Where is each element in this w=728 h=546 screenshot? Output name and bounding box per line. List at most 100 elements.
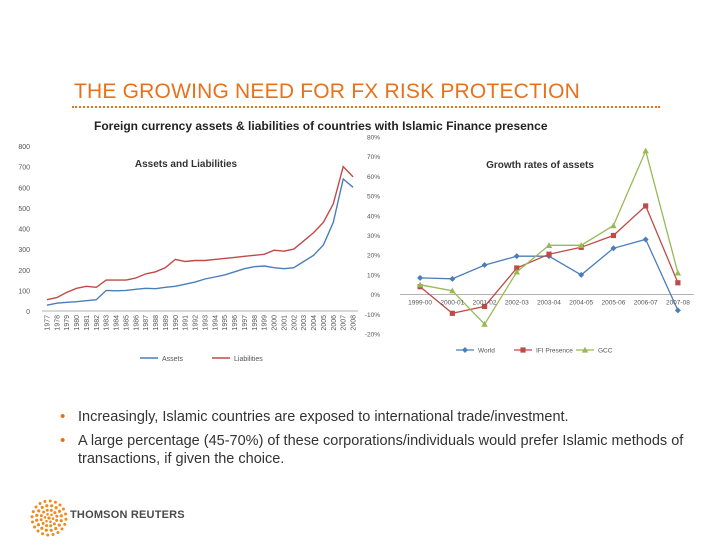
logo-dot: [30, 515, 34, 519]
y-tick-label: 30%: [367, 233, 380, 240]
y-tick-label: -10%: [365, 312, 380, 319]
left-chart-title: Assets and Liabilities: [135, 159, 238, 170]
logo-dot: [45, 508, 49, 512]
data-point: [642, 236, 649, 243]
y-tick-label: 80%: [367, 135, 380, 142]
data-point: [674, 269, 682, 276]
logo-dot: [48, 499, 52, 503]
logo-dot: [59, 514, 63, 518]
x-tick-label: 2007: [341, 315, 348, 331]
x-tick-label: 1983: [104, 315, 111, 331]
logo-dot: [63, 522, 67, 526]
y-tick-label: 400: [18, 227, 30, 234]
data-point: [642, 147, 649, 154]
x-tick-label: 2005: [321, 315, 328, 331]
x-tick-label: 2007-08: [666, 300, 690, 307]
bullet-item: • Increasingly, Islamic countries are ex…: [58, 408, 698, 426]
logo-dot: [51, 517, 55, 520]
right-x-axis: 1999-00 2000-01 2001-02 2002-03 2003-04 2004-…: [408, 300, 690, 307]
x-tick-label: 2000-01: [440, 300, 464, 307]
logo-dot: [60, 527, 64, 531]
logo-dot: [38, 502, 42, 506]
x-tick-label: 1997: [242, 315, 249, 331]
data-point: [643, 203, 649, 209]
logo-dot: [44, 528, 48, 532]
x-tick-label: 1982: [94, 315, 101, 331]
x-tick-label: 1991: [183, 315, 190, 331]
right-legend: World IFI Presence GCC: [456, 346, 613, 355]
x-tick-label: 1985: [123, 315, 130, 331]
x-tick-label: 1981: [84, 315, 91, 331]
y-tick-label: 800: [18, 144, 30, 151]
legend-label: Assets: [162, 356, 184, 363]
data-point: [546, 251, 552, 257]
x-tick-label: 2008: [351, 315, 358, 331]
logo-dot: [54, 506, 58, 510]
logo-dot: [45, 504, 49, 508]
legend-marker: [520, 347, 526, 353]
x-tick-label: 2001-02: [473, 300, 497, 307]
data-point: [513, 268, 520, 275]
legend-marker: [581, 346, 589, 353]
logo-dot: [39, 514, 43, 518]
data-point: [610, 232, 617, 239]
slide-title: THE GROWING NEED FOR FX RISK PROTECTION: [74, 80, 580, 103]
logo-dot: [64, 517, 68, 521]
logo-dot: [59, 519, 63, 523]
x-tick-label: 1996: [232, 315, 239, 331]
logo-text: THOMSON REUTERS: [70, 509, 185, 521]
legend-label: GCC: [598, 348, 613, 355]
data-point: [578, 242, 585, 248]
logo-dot: [34, 505, 38, 509]
x-tick-label: 1990: [173, 315, 180, 331]
logo-dot: [54, 526, 58, 531]
logo-dot: [45, 524, 49, 528]
logo-dot: [53, 511, 57, 515]
bullet-list: • Increasingly, Islamic countries are ex…: [58, 408, 698, 474]
y-tick-label: 50%: [367, 194, 380, 201]
assets-liabilities-chart: Assets and Liabilities 0 100 200 300 400 500 6…: [18, 144, 358, 363]
x-tick-label: 2004: [311, 315, 318, 331]
logo-dot: [56, 530, 60, 534]
data-point: [610, 222, 617, 229]
data-point: [449, 310, 455, 316]
logo-dot: [49, 520, 52, 524]
right-y-axis: -20% -10% 0% 10% 20% 30% 40% 50% 60% 70% 80%: [365, 135, 380, 339]
right-series-group: [416, 147, 682, 327]
data-point: [481, 320, 488, 327]
logo-dot: [33, 525, 37, 529]
bullet-marker: •: [60, 408, 66, 425]
logo-dot: [61, 507, 65, 511]
x-tick-label: 2000: [272, 315, 279, 331]
growth-rates-chart: Growth rates of assets -20% -10% 0% 10% 20% 3…: [365, 135, 694, 355]
y-tick-label: 60%: [367, 174, 380, 181]
x-tick-label: 2002-03: [505, 300, 529, 307]
data-point: [513, 253, 520, 260]
y-tick-label: 700: [18, 165, 30, 172]
y-tick-label: 10%: [367, 272, 380, 279]
logo-dot: [49, 528, 53, 532]
data-point: [449, 275, 456, 282]
x-tick-label: 2004-05: [569, 300, 593, 307]
y-tick-label: 600: [18, 185, 30, 192]
logo-dot: [51, 533, 55, 537]
x-tick-label: 2001: [281, 315, 288, 331]
logo-dot: [43, 499, 47, 503]
y-tick-label: 40%: [367, 213, 380, 220]
legend-label: World: [478, 348, 495, 355]
y-tick-label: -20%: [365, 332, 380, 339]
x-tick-label: 2006-07: [634, 300, 658, 307]
logo-dot: [52, 522, 56, 526]
x-tick-label: 1994: [212, 315, 219, 331]
thomson-reuters-logo: THOMSON REUTERS: [30, 496, 185, 540]
logo-dot: [49, 508, 53, 512]
bullet-text: Increasingly, Islamic countries are expo…: [78, 409, 569, 425]
x-tick-label: 1979: [64, 315, 71, 331]
left-y-axis: 0 100 200 300 400 500 600 700 800: [18, 144, 358, 316]
logo-dot: [43, 516, 47, 519]
x-tick-label: 1977: [44, 315, 51, 331]
data-point: [578, 271, 585, 278]
logo-dot: [46, 512, 49, 516]
x-tick-label: 1988: [153, 315, 160, 331]
data-point: [417, 274, 424, 281]
